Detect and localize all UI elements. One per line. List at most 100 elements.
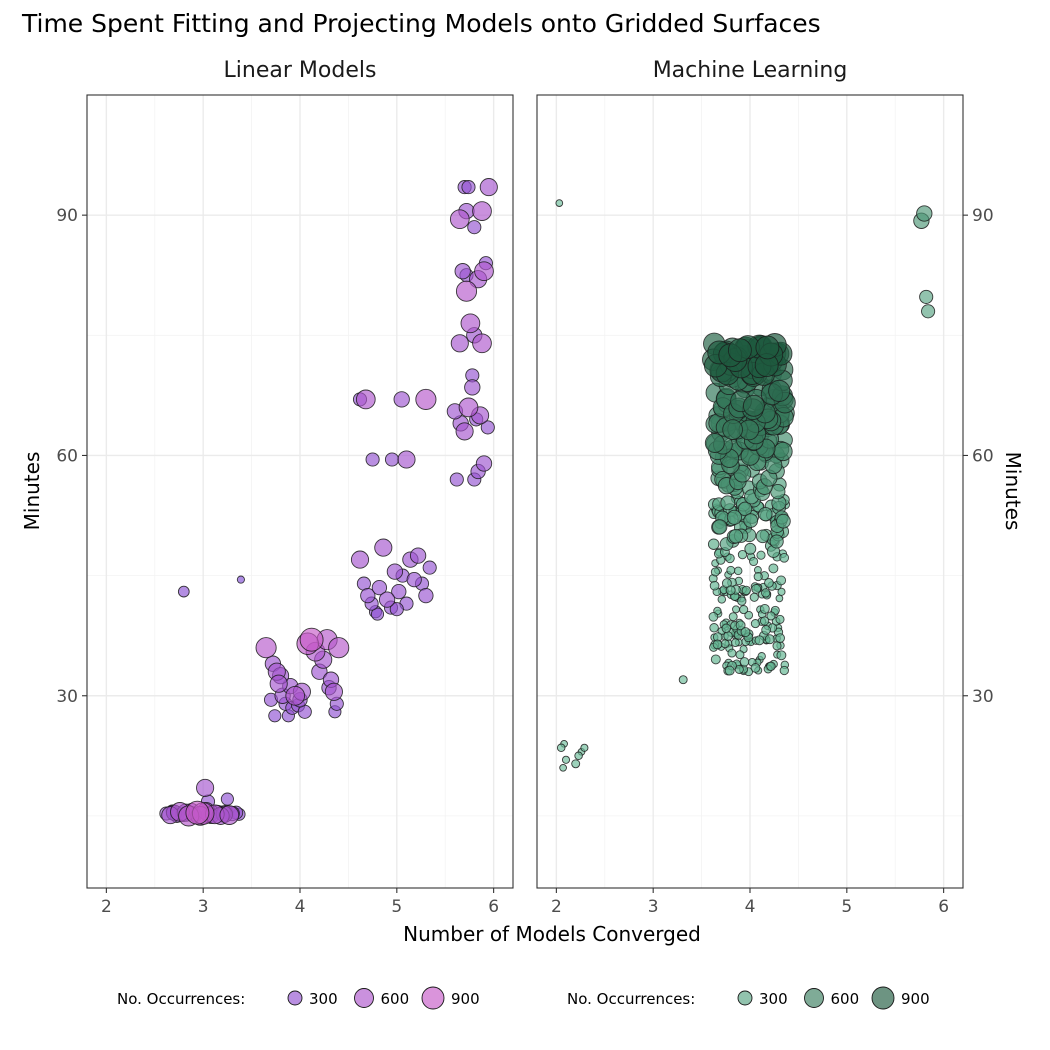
data-point <box>455 280 478 302</box>
data-point <box>389 602 404 617</box>
data-point <box>766 611 776 621</box>
x-tick-label: 2 <box>101 897 112 917</box>
data-point <box>717 595 727 604</box>
data-point <box>177 585 190 598</box>
y-tick-label: 30 <box>56 687 78 707</box>
data-point <box>737 501 753 517</box>
legend-key-circle <box>804 988 824 1008</box>
data-point <box>739 657 750 667</box>
data-point <box>779 552 790 563</box>
data-point <box>737 596 747 606</box>
data-point <box>360 587 376 604</box>
data-point <box>757 652 766 661</box>
data-point <box>454 263 471 280</box>
data-point <box>709 623 719 633</box>
data-point <box>185 800 210 825</box>
legend-key-circle <box>737 990 753 1006</box>
data-point <box>712 519 728 535</box>
data-point <box>574 751 583 761</box>
data-point <box>728 528 744 544</box>
data-point <box>769 534 784 549</box>
legend-key-circle <box>871 986 895 1010</box>
data-point <box>775 594 784 603</box>
data-point <box>406 571 422 588</box>
data-point <box>386 563 404 580</box>
data-point <box>724 665 735 676</box>
data-point <box>449 209 470 230</box>
data-point <box>455 422 474 441</box>
data-point <box>268 709 282 723</box>
x-tick-label: 5 <box>841 897 852 917</box>
legend-title: No. Occurrences: <box>567 990 695 1008</box>
data-point <box>710 654 721 665</box>
data-point <box>754 635 765 646</box>
data-point <box>731 638 740 648</box>
data-point <box>740 627 751 638</box>
data-point <box>391 583 407 600</box>
data-point <box>467 220 482 235</box>
data-point <box>755 529 770 544</box>
data-point <box>732 605 740 614</box>
data-point <box>580 743 589 752</box>
x-tick-label: 2 <box>551 897 562 917</box>
x-tick-label: 3 <box>648 897 659 917</box>
data-point <box>708 611 719 622</box>
data-point <box>723 631 733 641</box>
legend-key-circle <box>287 990 303 1006</box>
data-point <box>479 178 498 197</box>
data-point <box>571 759 581 769</box>
data-point <box>299 627 324 652</box>
data-point <box>750 663 761 673</box>
panel-title: Linear Models <box>224 58 377 83</box>
data-point <box>556 743 566 753</box>
data-point <box>755 335 780 360</box>
data-point <box>744 542 757 555</box>
y-tick-label: 90 <box>972 206 994 226</box>
y-tick-label: 30 <box>972 687 994 707</box>
legend-key-label: 600 <box>381 990 410 1008</box>
data-point <box>480 420 495 435</box>
y-axis-title-left: Minutes <box>20 452 44 531</box>
data-point <box>561 755 571 764</box>
data-point <box>472 201 492 221</box>
x-tick-label: 3 <box>198 897 209 917</box>
chart-title: Time Spent Fitting and Projecting Models… <box>21 9 821 38</box>
data-point <box>374 538 393 557</box>
data-point <box>743 513 759 528</box>
data-point <box>772 641 782 651</box>
data-point <box>350 550 370 569</box>
y-tick-label: 60 <box>972 446 994 466</box>
data-point <box>328 637 350 659</box>
panel-linear-models: Linear Models 2 3 4 5 6 30 60 90 <box>56 58 514 917</box>
data-point <box>739 605 749 615</box>
data-point <box>220 792 234 806</box>
data-point <box>422 560 437 575</box>
data-point <box>761 588 771 598</box>
y-tick-label: 60 <box>56 446 78 466</box>
legend-key-label: 900 <box>901 990 930 1008</box>
data-point <box>727 648 737 658</box>
data-point <box>766 661 776 672</box>
data-point <box>393 391 410 408</box>
data-point <box>324 682 343 701</box>
x-tick-label: 4 <box>295 897 306 917</box>
data-point <box>710 567 720 577</box>
data-point <box>449 472 464 487</box>
data-point <box>285 685 306 706</box>
data-point <box>735 620 746 631</box>
data-point <box>756 550 766 560</box>
data-point <box>472 333 492 354</box>
data-point <box>450 334 469 353</box>
panel-title: Machine Learning <box>653 58 848 83</box>
data-point <box>775 633 785 643</box>
x-tick-label: 4 <box>745 897 756 917</box>
data-point <box>725 553 735 564</box>
data-point <box>365 452 380 467</box>
data-point <box>355 389 376 410</box>
x-axis-title: Number of Models Converged <box>403 922 701 946</box>
data-point <box>916 205 933 222</box>
data-point <box>768 379 791 402</box>
data-point <box>779 665 789 676</box>
